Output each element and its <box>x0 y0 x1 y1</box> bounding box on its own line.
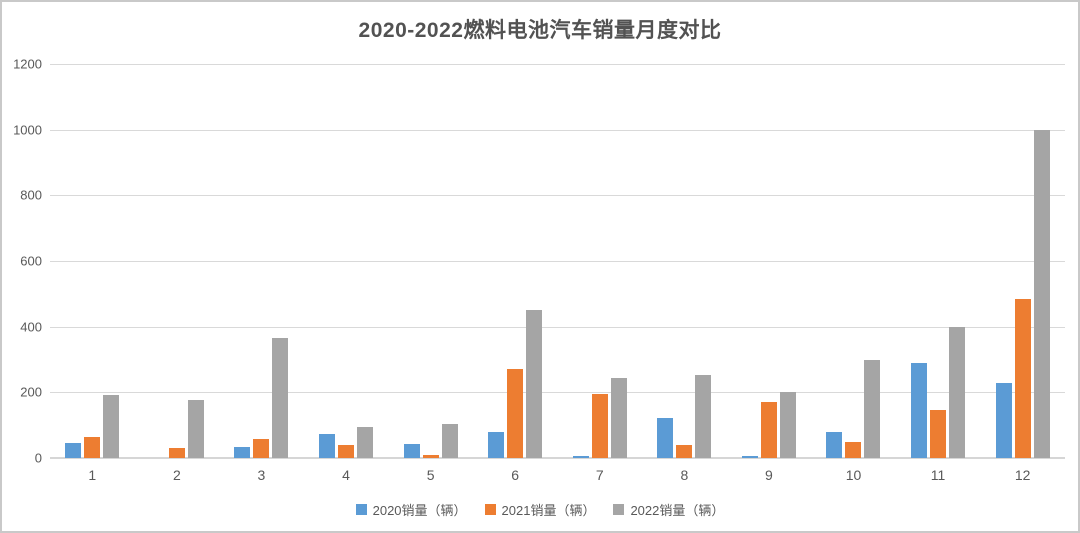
bar-group-month-12 <box>995 64 1050 458</box>
x-tick-label-12: 12 <box>1014 467 1031 483</box>
bar-2022-month-9 <box>779 392 796 458</box>
legend-label: 2020销量（辆） <box>372 503 467 518</box>
bar-2021-month-4 <box>338 445 355 458</box>
gridline-1000 <box>50 129 1065 131</box>
bar-2022-month-7 <box>610 377 627 458</box>
bar-2022-month-12 <box>1033 129 1050 458</box>
bar-2021-month-8 <box>676 445 693 458</box>
y-tick-label-1000: 1000 <box>13 122 42 138</box>
y-tick-label-0: 0 <box>34 450 42 466</box>
bar-2021-month-3 <box>253 438 270 458</box>
bar-group-month-3 <box>234 64 289 458</box>
bar-group-month-4 <box>319 64 374 458</box>
bar-2021-month-12 <box>1014 298 1031 458</box>
legend-label: 2022销量（辆） <box>630 503 725 518</box>
bar-2020-month-7 <box>572 455 589 458</box>
bar-2020-month-6 <box>488 432 505 458</box>
bar-group-month-5 <box>403 64 458 458</box>
bar-group-month-2 <box>150 64 204 458</box>
bar-2020-month-12 <box>995 383 1012 458</box>
bar-2020-month-1 <box>65 443 82 458</box>
legend-item-1: 2021销量（辆） <box>484 500 596 519</box>
bar-2020-month-10 <box>826 432 843 458</box>
legend: 2020销量（辆） 2021销量（辆） 2022销量（辆） <box>2 500 1078 519</box>
bar-2020-month-9 <box>741 455 758 458</box>
y-tick-label-600: 600 <box>20 253 42 269</box>
bar-2022-month-10 <box>864 359 881 458</box>
bar-2022-month-2 <box>187 399 204 458</box>
bar-2020-month-11 <box>911 363 928 458</box>
bar-2021-month-10 <box>845 442 862 458</box>
gridline-800 <box>50 195 1065 197</box>
bar-group-month-10 <box>826 64 881 458</box>
bar-2022-month-11 <box>949 326 966 458</box>
bar-2021-month-11 <box>930 410 947 458</box>
x-tick-label-7: 7 <box>595 467 604 483</box>
bar-2021-month-9 <box>760 401 777 458</box>
bar-group-month-8 <box>657 64 712 458</box>
x-tick-label-2: 2 <box>172 467 181 483</box>
bar-2022-month-1 <box>103 394 120 458</box>
legend-item-2: 2022销量（辆） <box>613 500 724 519</box>
bar-2020-month-8 <box>657 418 674 458</box>
y-tick-label-1200: 1200 <box>13 56 42 72</box>
y-tick-label-800: 800 <box>20 187 42 203</box>
y-tick-label-400: 400 <box>20 319 42 335</box>
x-tick-label-11: 11 <box>930 467 946 483</box>
bar-2020-month-4 <box>319 434 336 458</box>
bar-2021-month-2 <box>168 448 185 458</box>
bar-2022-month-4 <box>357 427 374 458</box>
gridline-400 <box>50 326 1065 328</box>
bar-2022-month-8 <box>695 374 712 458</box>
legend-label: 2021销量（辆） <box>501 503 596 518</box>
bar-2021-month-5 <box>422 454 439 458</box>
bar-2022-month-5 <box>441 424 458 458</box>
gridline-600 <box>50 261 1065 262</box>
y-tick-label-200: 200 <box>20 384 42 400</box>
bar-group-month-6 <box>488 64 543 458</box>
x-tick-label-10: 10 <box>845 467 862 483</box>
x-tick-label-8: 8 <box>680 467 689 483</box>
x-tick-label-3: 3 <box>257 467 266 483</box>
chart-title: 2020-2022燃料电池汽车销量月度对比 <box>358 19 722 42</box>
legend-swatch-icon <box>484 504 496 515</box>
bar-group-month-9 <box>741 64 796 458</box>
bar-2022-month-6 <box>526 309 543 458</box>
bar-2021-month-1 <box>84 437 101 458</box>
bar-2021-month-6 <box>507 369 524 458</box>
gridline-1200 <box>50 64 1065 65</box>
x-tick-label-4: 4 <box>342 467 350 483</box>
x-axis-labels: 1 2 3 4 5 6 7 8 9 10 11 12 <box>50 458 1065 483</box>
x-tick-label-9: 9 <box>765 467 773 483</box>
x-tick-label-6: 6 <box>511 467 520 483</box>
bar-2021-month-7 <box>591 393 608 458</box>
bar-2020-month-3 <box>234 446 251 458</box>
x-tick-label-1: 1 <box>88 467 97 483</box>
gridline-0 <box>50 457 1065 459</box>
bar-group-month-11 <box>911 64 966 458</box>
bar-group-month-1 <box>65 64 120 458</box>
legend-swatch-icon <box>355 504 367 515</box>
bar-2020-month-5 <box>403 443 420 458</box>
plot-area: 0 200 400 600 800 1000 1200 1 2 3 4 5 6 7 8 9 10 11 12 <box>13 57 1065 483</box>
x-tick-label-5: 5 <box>426 467 435 483</box>
bar-group-month-7 <box>572 64 627 458</box>
gridline-200 <box>50 392 1065 394</box>
bar-2022-month-3 <box>272 337 289 458</box>
legend-swatch-icon <box>613 504 625 515</box>
bar-groups <box>50 64 1065 458</box>
legend-item-0: 2020销量（辆） <box>355 500 467 519</box>
